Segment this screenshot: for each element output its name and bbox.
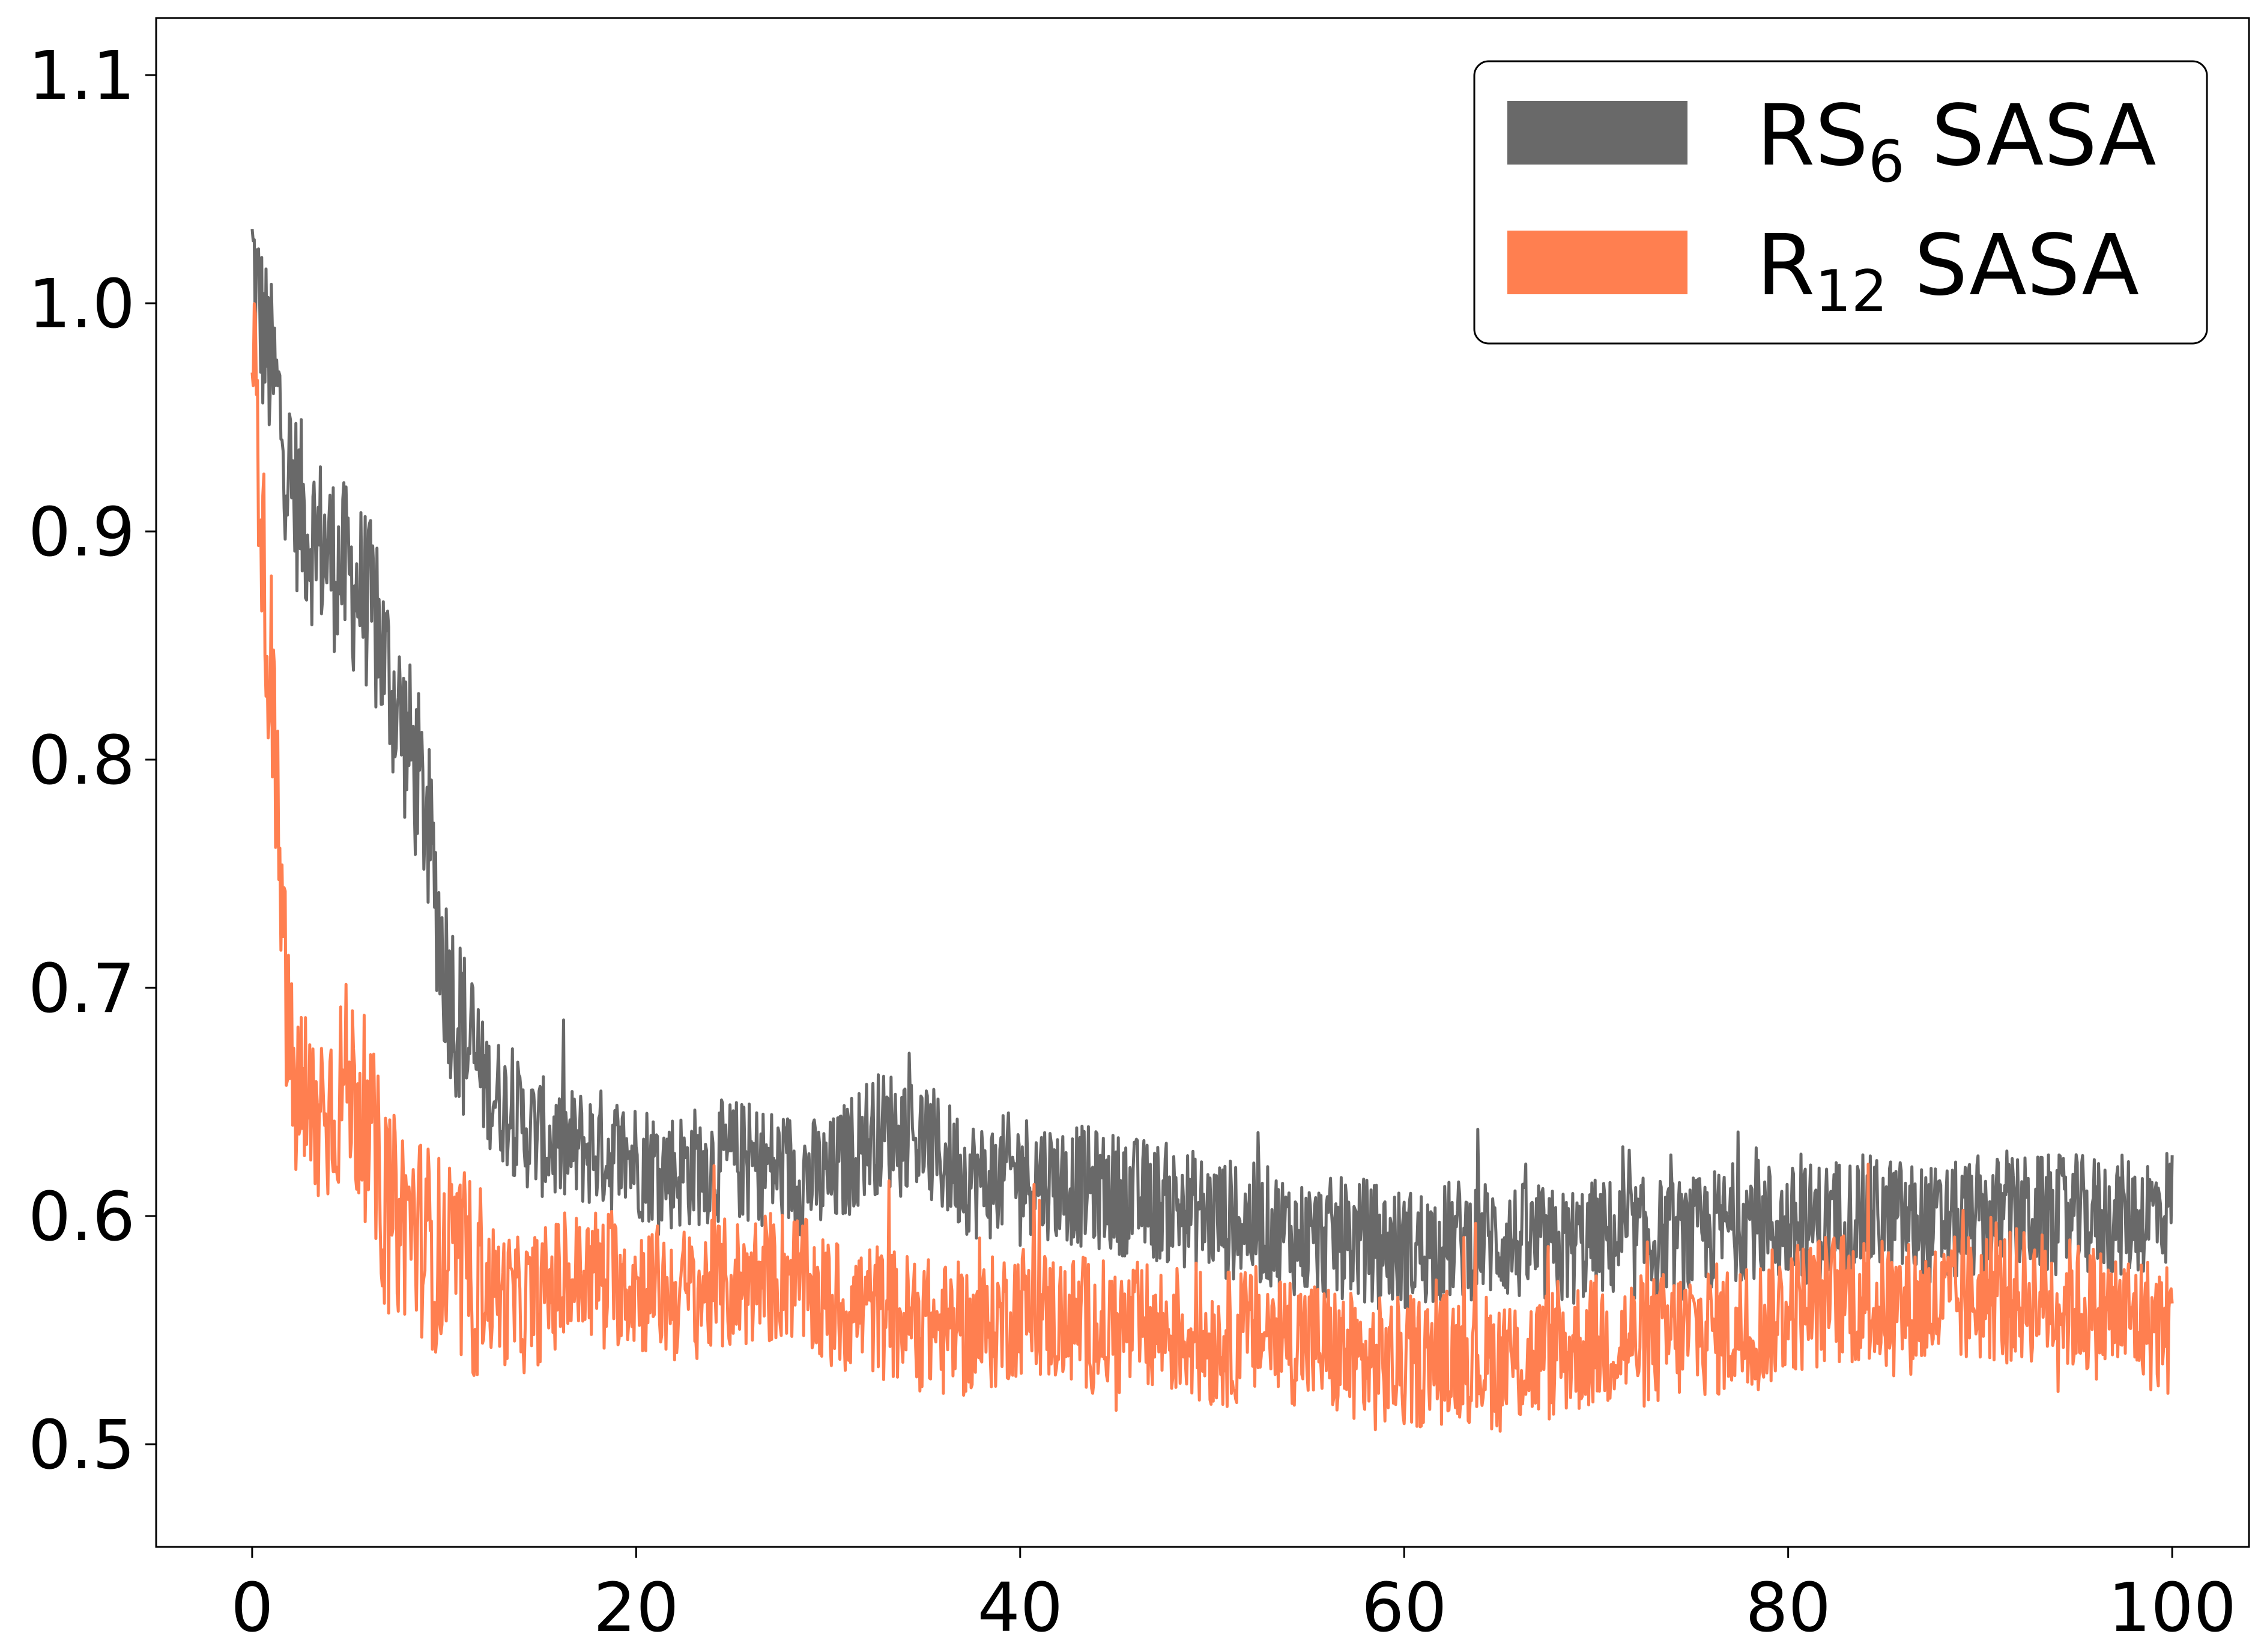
x-tick-label: 20 [593,1569,679,1647]
series-line-rs6 [250,228,2174,1312]
y-tick-label: 0.7 [28,950,135,1028]
y-tick-label: 1.0 [28,265,135,343]
x-tick-label: 40 [978,1569,1064,1647]
x-tick-label: 60 [1361,1569,1447,1647]
legend-swatch-r12 [1507,231,1687,294]
series-line-r12 [250,302,2174,1433]
legend-label-r12: R12 SASA [1757,217,2139,325]
y-tick-label: 0.8 [28,722,135,800]
legend-label-rs6: RS6 SASA [1757,87,2157,195]
x-axis: 0 20 40 60 80 100 [231,1547,2236,1647]
series-layer [250,228,2174,1433]
y-axis: 0.5 0.6 0.7 0.8 0.9 1.0 1.1 [28,37,156,1484]
y-tick-label: 0.9 [28,494,135,572]
x-tick-label: 80 [1745,1569,1831,1647]
plot-frame [155,17,2250,1548]
y-tick-label: 1.1 [28,37,135,115]
legend: RS6 SASA R12 SASA [1473,60,2208,345]
x-tick-label: 100 [2108,1569,2236,1647]
legend-swatch-rs6 [1507,101,1687,165]
y-tick-label: 0.5 [28,1406,135,1484]
y-tick-label: 0.6 [28,1178,135,1256]
x-tick-label: 0 [231,1569,273,1647]
